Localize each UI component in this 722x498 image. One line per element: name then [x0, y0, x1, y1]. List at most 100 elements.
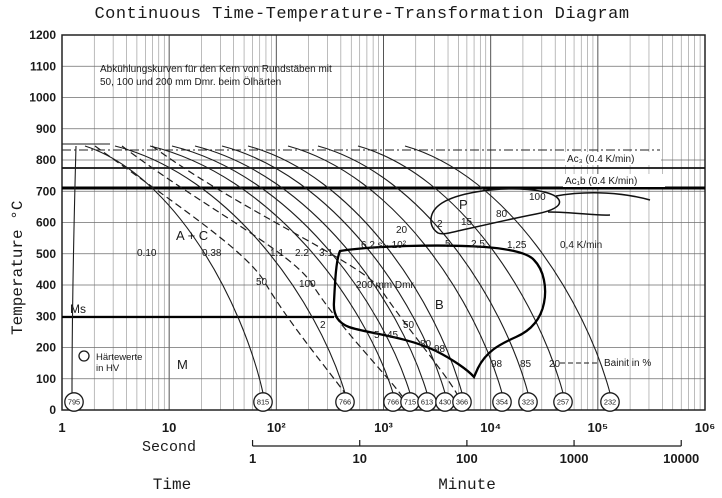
annotation-label: 1.1	[270, 248, 284, 259]
annotation-label: 6.2 s · 10²	[361, 240, 407, 251]
cooling-curve-100mm	[121, 145, 403, 397]
cooling-curve	[357, 145, 564, 394]
y-tick-label: 1000	[29, 91, 56, 105]
y-tick-label: 1100	[30, 59, 56, 73]
cooling-curve	[84, 145, 264, 394]
note-line-1: Abkühlungskurven für den Kern von Rundst…	[100, 64, 332, 75]
annotation-label: in HV	[96, 363, 120, 374]
annotation-label: 20	[396, 225, 408, 236]
annotation-label: 1,25	[507, 240, 527, 251]
hardness-value: 795	[68, 398, 80, 407]
hardness-value: 766	[339, 398, 351, 407]
annotation-label: 98	[491, 359, 503, 370]
annotation-label: M	[177, 357, 188, 372]
hardness-circle	[553, 392, 573, 412]
x-tick-label-seconds: 1	[58, 420, 65, 435]
y-tick-label: 600	[36, 216, 56, 230]
annotation-label: 3.1	[319, 248, 333, 259]
x-tick-label-seconds: 10	[162, 420, 176, 435]
cooling-curve	[149, 145, 394, 394]
page-title: Continuous Time-Temperature-Transformati…	[94, 5, 629, 24]
hardness-legend-circle-icon	[78, 350, 90, 362]
cooling-curve	[247, 145, 463, 394]
annotation-label: 2	[437, 219, 443, 230]
hardness-value: 354	[496, 398, 508, 407]
annotation-label: B	[435, 297, 444, 312]
annotation-label: 98	[434, 344, 446, 355]
annotation-label: 0,4 K/min	[560, 240, 602, 251]
y-axis-label: Temperature °C	[9, 201, 27, 335]
hardness-value: 430	[439, 398, 451, 407]
y-tick-label: 900	[36, 122, 56, 136]
annotation-label: Bainit in %	[604, 358, 651, 369]
hardness-value: 613	[421, 398, 433, 407]
x-tick-label-seconds: 10⁶	[695, 420, 715, 435]
x-tick-label-seconds: 10⁵	[588, 420, 609, 435]
bainite-region-outline	[332, 244, 547, 380]
cooling-curves-oil-quench-dashed	[94, 145, 459, 397]
hardness-value: 323	[522, 398, 534, 407]
note-line-2: 50, 100 und 200 mm Dmr. beim Ölhärten	[100, 76, 281, 88]
annotation-label: 100	[299, 279, 316, 290]
annotation-label: 2.2	[295, 248, 309, 259]
cooling-curves-solid	[71, 145, 611, 394]
annotation-label: 80	[420, 339, 432, 350]
annotation-label: 0.10	[137, 248, 157, 259]
y-tick-label: 300	[36, 309, 56, 323]
hardness-circle	[600, 392, 620, 412]
annotation-label: Ms	[70, 302, 86, 316]
hardness-circle	[335, 392, 355, 412]
annotation-label: A + C	[176, 228, 208, 243]
cooling-curve-200mm	[151, 145, 459, 397]
annotation-label: Ac₁b (0.4 K/min)	[565, 176, 637, 187]
annotation-label: 80	[496, 209, 508, 220]
annotation-label: 20	[549, 359, 561, 370]
x-tick-label-minutes: 100	[456, 451, 478, 466]
y-tick-label: 700	[36, 184, 56, 198]
y-tick-label: 200	[36, 341, 56, 355]
annotation-label: 45	[387, 330, 399, 341]
cooling-curve	[194, 145, 428, 394]
hardness-value: 366	[456, 398, 468, 407]
x-axis-time-label: Time	[153, 476, 191, 494]
hardness-value: 232	[604, 398, 616, 407]
cooling-curve-50mm	[94, 145, 348, 397]
hardness-value: 257	[557, 398, 569, 407]
y-tick-label: 500	[36, 247, 56, 261]
hardness-circle	[518, 392, 538, 412]
hardness-circle	[492, 392, 512, 412]
y-tick-label: 0	[49, 403, 56, 417]
annotation-label: 5	[445, 239, 451, 250]
annotation-label: 0.38	[202, 248, 222, 259]
x-axis-unit-minutes: Minute	[438, 476, 496, 494]
x-tick-label-minutes: 10000	[663, 451, 699, 466]
annotation-label: 2	[320, 320, 326, 331]
x-tick-label-seconds: 10³	[374, 420, 393, 435]
generated-chart-content: 0100200300400500600700800900100011001200…	[29, 28, 715, 466]
annotation-label: 85	[520, 359, 532, 370]
hardness-circle	[64, 392, 84, 412]
annotation-label: 100	[529, 192, 546, 203]
x-axis-unit-seconds: Second	[142, 439, 196, 456]
annotation-label: 50	[403, 320, 415, 331]
cooling-curve	[404, 145, 611, 394]
annotation-label: 5	[374, 330, 380, 341]
annotation-label: 50	[256, 277, 268, 288]
y-tick-label: 1200	[29, 28, 56, 42]
annotation-label: Härtewerte	[96, 352, 142, 363]
x-tick-label-seconds: 10²	[267, 420, 286, 435]
hardness-circle	[253, 392, 273, 412]
x-tick-label-minutes: 10	[352, 451, 366, 466]
cooling-curve	[171, 145, 411, 394]
hardness-value: 715	[404, 398, 416, 407]
hardness-circle	[452, 392, 472, 412]
cooling-curve	[221, 145, 446, 394]
pearlite-boundary-tail-lower	[547, 211, 611, 216]
y-tick-label: 100	[36, 372, 56, 386]
hardness-value: 815	[257, 398, 269, 407]
plot-frame	[61, 34, 706, 411]
hardness-value: 766	[387, 398, 399, 407]
cooling-curve	[317, 145, 529, 394]
